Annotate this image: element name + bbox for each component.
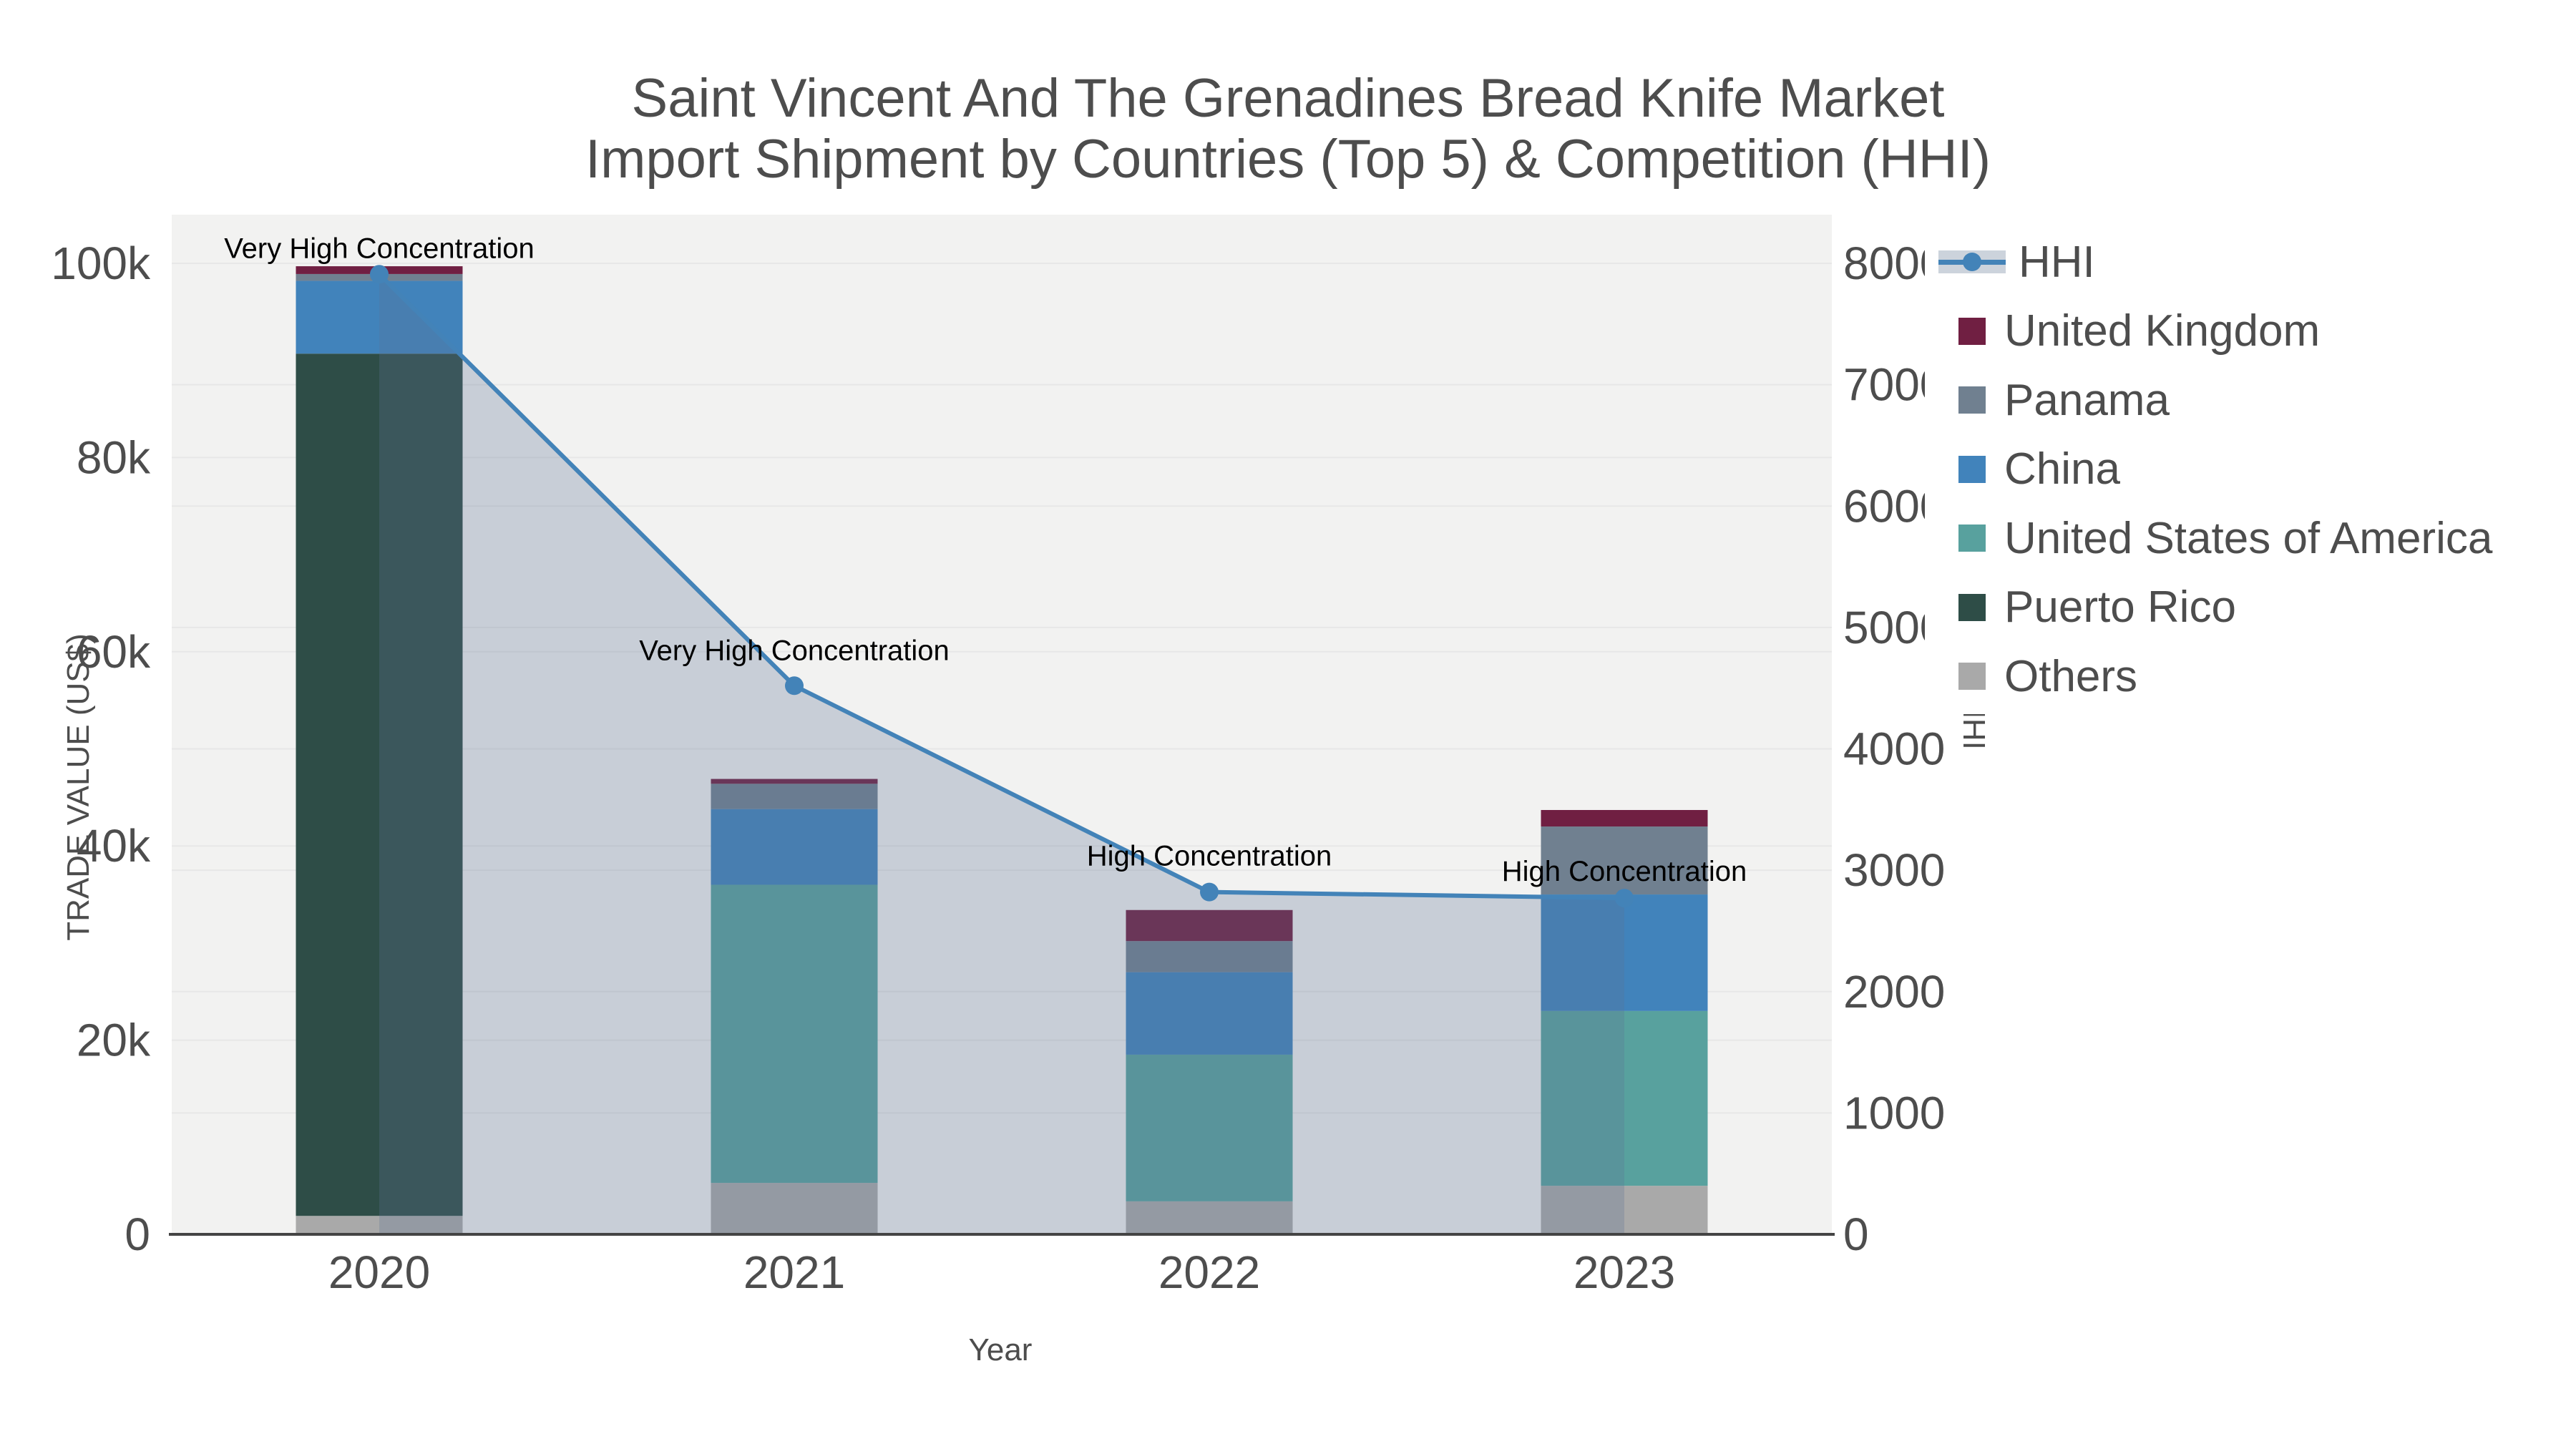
- y-left-tick-80k: 80k: [77, 431, 151, 483]
- hhi-point-2021[interactable]: [785, 676, 804, 696]
- bar-segment-2023-panama[interactable]: [1541, 826, 1708, 895]
- bar-segment-2022-panama[interactable]: [1126, 941, 1293, 972]
- legend-swatch: [1958, 455, 1986, 483]
- bar-segment-2020-puerto-rico[interactable]: [296, 353, 463, 1216]
- legend-swatch: [1958, 525, 1986, 552]
- hhi-point-2020[interactable]: [370, 265, 389, 284]
- bar-segment-2021-others[interactable]: [711, 1183, 878, 1234]
- legend-item-others[interactable]: Others: [1925, 642, 2569, 711]
- bar-segment-2022-united-states-of-america[interactable]: [1126, 1054, 1293, 1201]
- legend-item-puerto-rico[interactable]: Puerto Rico: [1925, 573, 2569, 643]
- legend-label: United Kingdom: [2004, 306, 2321, 356]
- legend-item-united-states-of-america[interactable]: United States of America: [1925, 504, 2569, 573]
- hhi-area-fill: [379, 274, 1624, 1234]
- legend-swatch: [1958, 317, 1986, 345]
- y-left-tick-60k: 60k: [77, 626, 151, 678]
- bar-segment-2022-china[interactable]: [1126, 972, 1293, 1055]
- legend-label: Panama: [2004, 375, 2170, 425]
- x-axis-title: Year: [968, 1332, 1033, 1367]
- bar-segment-2020-china[interactable]: [296, 280, 463, 354]
- bar-segment-2022-others[interactable]: [1126, 1201, 1293, 1234]
- chart-title-line1: Saint Vincent And The Grenadines Bread K…: [631, 68, 1945, 129]
- legend: HHI United Kingdom Panama China United State…: [1925, 228, 2569, 714]
- hhi-point-2022[interactable]: [1200, 882, 1219, 902]
- legend-label: Puerto Rico: [2004, 582, 2236, 633]
- legend-label: HHI: [2019, 237, 2095, 287]
- y-left-axis-title: TRADE VALUE (US$): [61, 633, 96, 941]
- annotation-2020: Very High Concentration: [224, 233, 535, 264]
- y-right-tick-0: 0: [1843, 1209, 1869, 1260]
- bar-segment-2021-united-kingdom[interactable]: [711, 779, 878, 784]
- hhi-line: [377, 273, 1625, 901]
- y-left-tick-40k: 40k: [77, 820, 151, 872]
- y-right-tick-1000: 1000: [1843, 1087, 1945, 1138]
- hhi-point-2023[interactable]: [1615, 889, 1634, 908]
- hhi-line-sample-icon: [1938, 248, 2006, 276]
- bar-segment-2023-others[interactable]: [1541, 1186, 1708, 1234]
- bar-segment-2023-united-states-of-america[interactable]: [1541, 1010, 1708, 1186]
- legend-swatch: [1958, 593, 1986, 621]
- legend-item-united-kingdom[interactable]: United Kingdom: [1925, 297, 2569, 366]
- annotation-2023: High Concentration: [1502, 856, 1747, 887]
- bar-segment-2021-united-states-of-america[interactable]: [711, 884, 878, 1184]
- x-tick-2023: 2023: [1574, 1246, 1675, 1298]
- y-right-tick-3000: 3000: [1843, 844, 1945, 896]
- bar-segment-2021-panama[interactable]: [711, 784, 878, 809]
- y-left-tick-100k: 100k: [51, 238, 151, 289]
- x-tick-2021: 2021: [743, 1246, 845, 1298]
- bar-segment-2022-united-kingdom[interactable]: [1126, 909, 1293, 942]
- legend-item-hhi[interactable]: HHI: [1925, 228, 2569, 297]
- y-left-tick-20k: 20k: [77, 1015, 151, 1066]
- bar-segment-2023-china[interactable]: [1541, 894, 1708, 1011]
- bar-segment-2023-united-kingdom[interactable]: [1541, 809, 1708, 827]
- hhi-marker-dot-icon: [1963, 253, 1981, 272]
- chart-title-line2: Import Shipment by Countries (Top 5) & C…: [585, 129, 1991, 190]
- legend-item-panama[interactable]: Panama: [1925, 366, 2569, 435]
- legend-item-china[interactable]: China: [1925, 435, 2569, 504]
- legend-label: United States of America: [2004, 513, 2493, 563]
- legend-swatch: [1958, 663, 1986, 691]
- x-tick-2022: 2022: [1158, 1246, 1260, 1298]
- y-right-tick-2000: 2000: [1843, 966, 1945, 1018]
- bar-segment-2020-others[interactable]: [296, 1216, 463, 1234]
- bar-segment-2021-china[interactable]: [711, 809, 878, 885]
- legend-swatch: [1958, 386, 1986, 414]
- y-right-tick-4000: 4000: [1843, 723, 1945, 775]
- y-left-tick-0: 0: [125, 1209, 150, 1260]
- legend-label: China: [2004, 444, 2120, 494]
- x-tick-2020: 2020: [328, 1246, 430, 1298]
- annotation-2021: Very High Concentration: [639, 635, 950, 666]
- annotation-2022: High Concentration: [1087, 841, 1332, 872]
- legend-label: Others: [2004, 651, 2138, 701]
